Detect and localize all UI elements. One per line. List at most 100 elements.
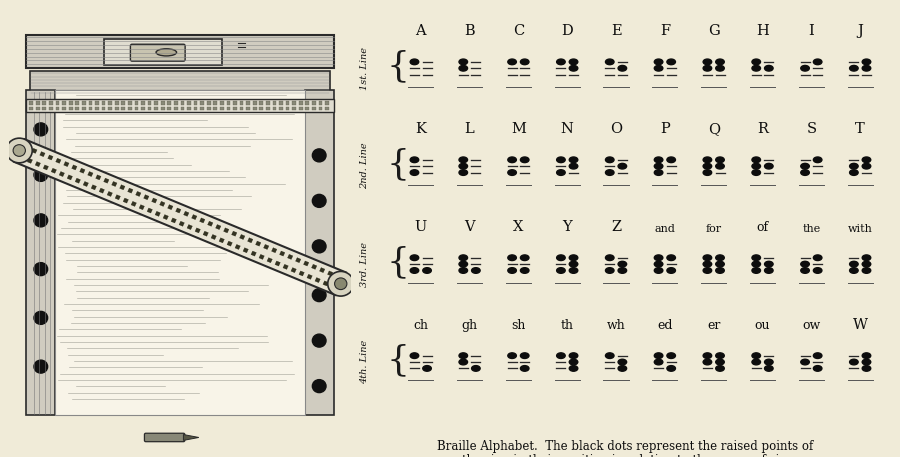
Text: of: of	[757, 221, 769, 234]
Polygon shape	[295, 258, 301, 263]
Circle shape	[606, 268, 614, 273]
Circle shape	[814, 59, 822, 65]
Polygon shape	[151, 198, 157, 203]
FancyBboxPatch shape	[319, 101, 322, 105]
FancyBboxPatch shape	[273, 106, 276, 110]
Circle shape	[752, 163, 760, 169]
Circle shape	[703, 268, 712, 273]
Text: 2nd. Line: 2nd. Line	[360, 143, 369, 190]
Circle shape	[654, 353, 662, 358]
FancyBboxPatch shape	[50, 101, 53, 105]
Circle shape	[618, 366, 626, 371]
Polygon shape	[144, 195, 149, 200]
Polygon shape	[107, 191, 112, 197]
Polygon shape	[272, 248, 277, 253]
FancyBboxPatch shape	[207, 106, 211, 110]
Circle shape	[850, 359, 859, 365]
Polygon shape	[315, 277, 320, 282]
FancyBboxPatch shape	[144, 433, 184, 441]
FancyBboxPatch shape	[187, 101, 191, 105]
FancyBboxPatch shape	[148, 101, 151, 105]
FancyBboxPatch shape	[207, 101, 211, 105]
Polygon shape	[91, 185, 96, 190]
Circle shape	[716, 59, 724, 65]
Circle shape	[850, 268, 859, 273]
Text: for: for	[706, 224, 722, 234]
Polygon shape	[259, 255, 265, 260]
Circle shape	[520, 255, 529, 260]
Text: wh: wh	[607, 319, 625, 332]
Circle shape	[801, 170, 809, 175]
Circle shape	[328, 271, 354, 296]
Circle shape	[850, 170, 859, 175]
Circle shape	[801, 65, 809, 71]
FancyBboxPatch shape	[279, 106, 283, 110]
Text: P: P	[660, 122, 670, 136]
Circle shape	[312, 240, 326, 253]
Circle shape	[556, 353, 565, 358]
FancyBboxPatch shape	[220, 106, 224, 110]
Polygon shape	[27, 158, 32, 164]
FancyBboxPatch shape	[154, 101, 158, 105]
Circle shape	[862, 163, 871, 169]
Circle shape	[716, 359, 724, 365]
Text: G: G	[707, 24, 720, 38]
FancyBboxPatch shape	[312, 101, 316, 105]
Text: E: E	[611, 24, 621, 38]
Circle shape	[410, 268, 419, 273]
Circle shape	[814, 255, 822, 260]
Polygon shape	[256, 241, 261, 246]
Polygon shape	[14, 139, 346, 295]
Circle shape	[520, 353, 529, 358]
Circle shape	[410, 59, 419, 65]
Circle shape	[862, 261, 871, 267]
FancyBboxPatch shape	[201, 101, 204, 105]
Circle shape	[703, 59, 712, 65]
Text: A: A	[416, 24, 426, 38]
Text: {: {	[387, 245, 410, 280]
FancyBboxPatch shape	[181, 106, 184, 110]
Circle shape	[459, 59, 468, 65]
Text: F: F	[660, 24, 670, 38]
FancyBboxPatch shape	[247, 106, 250, 110]
Circle shape	[520, 157, 529, 163]
Circle shape	[459, 157, 468, 163]
FancyBboxPatch shape	[285, 101, 290, 105]
Polygon shape	[311, 264, 317, 269]
FancyBboxPatch shape	[30, 101, 33, 105]
FancyBboxPatch shape	[325, 106, 328, 110]
FancyBboxPatch shape	[141, 101, 145, 105]
FancyBboxPatch shape	[279, 101, 283, 105]
Circle shape	[716, 65, 724, 71]
FancyBboxPatch shape	[55, 90, 305, 415]
Circle shape	[606, 170, 614, 175]
FancyBboxPatch shape	[312, 106, 316, 110]
FancyBboxPatch shape	[141, 106, 145, 110]
Circle shape	[765, 163, 773, 169]
FancyBboxPatch shape	[30, 106, 33, 110]
Circle shape	[862, 59, 871, 65]
Circle shape	[667, 366, 675, 371]
Circle shape	[716, 255, 724, 260]
FancyBboxPatch shape	[62, 101, 66, 105]
Circle shape	[312, 149, 326, 162]
Circle shape	[459, 255, 468, 260]
Polygon shape	[99, 188, 104, 193]
Polygon shape	[231, 231, 237, 236]
Polygon shape	[307, 274, 312, 279]
Circle shape	[410, 157, 419, 163]
Text: N: N	[561, 122, 573, 136]
Circle shape	[801, 163, 809, 169]
Circle shape	[14, 145, 25, 156]
FancyBboxPatch shape	[174, 101, 177, 105]
Circle shape	[618, 261, 626, 267]
FancyBboxPatch shape	[259, 106, 263, 110]
FancyBboxPatch shape	[95, 106, 99, 110]
Polygon shape	[35, 162, 40, 167]
FancyBboxPatch shape	[319, 106, 322, 110]
Circle shape	[716, 163, 724, 169]
FancyBboxPatch shape	[174, 106, 177, 110]
Circle shape	[667, 255, 675, 260]
Polygon shape	[64, 161, 69, 167]
Circle shape	[508, 59, 517, 65]
